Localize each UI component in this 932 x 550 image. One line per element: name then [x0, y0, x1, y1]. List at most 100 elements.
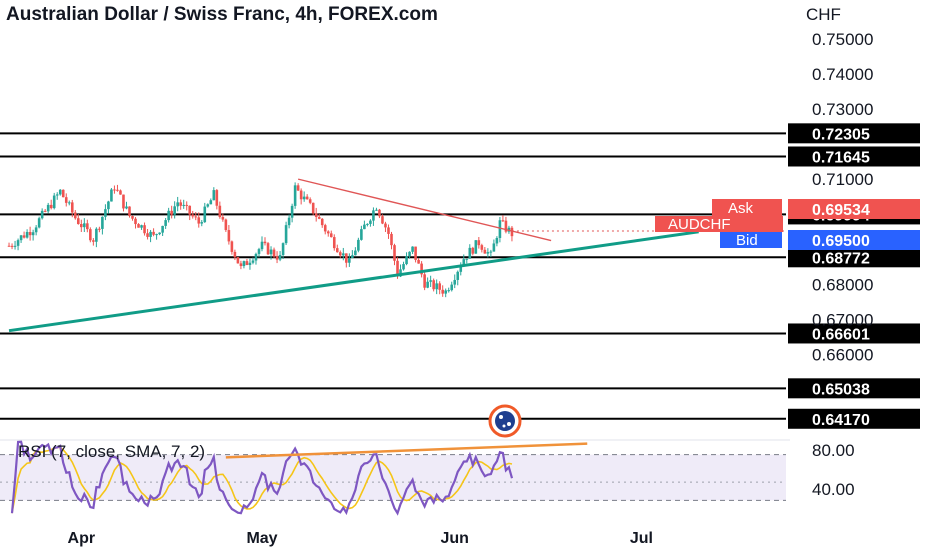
candle-body [182, 204, 186, 206]
candle-body [80, 223, 83, 228]
candle-body [308, 199, 312, 203]
candle-body [58, 189, 62, 195]
candle-body [179, 202, 182, 206]
ask-price: 0.69534 [812, 202, 870, 219]
candle-body [83, 223, 86, 228]
candle-body [161, 225, 164, 233]
candle-body [501, 220, 505, 222]
level-tag-0.68772 [788, 247, 920, 268]
candle-body [441, 289, 444, 294]
candle-body [173, 206, 176, 215]
candle-body [46, 204, 50, 212]
candle-body [67, 202, 71, 204]
australia-flag-event-icon[interactable] [488, 404, 522, 438]
candle-body [260, 241, 264, 250]
bid-label: Bid [736, 232, 758, 249]
candle-body [7, 245, 11, 247]
candle-body [61, 189, 65, 198]
candle-body [28, 231, 32, 236]
candle-body [43, 210, 47, 212]
currency-label: CHF [806, 5, 841, 24]
candle-body [332, 237, 336, 249]
candle-body [209, 200, 213, 205]
candle-body [495, 237, 499, 244]
candle-body [233, 251, 237, 258]
candle-body [16, 240, 20, 246]
bid-price-tag: 0.69500 [788, 230, 920, 250]
candle-body [275, 256, 279, 260]
level-tag-0.65038 [788, 378, 920, 399]
candle-body [366, 223, 369, 225]
trendline-support [8, 230, 699, 333]
candle-body [417, 259, 420, 264]
level-tag-0.64170 [788, 408, 920, 429]
candle-body [185, 204, 189, 206]
candle-body [387, 227, 390, 234]
candle-body [486, 252, 490, 254]
candle-body [357, 239, 360, 251]
level-price-0.72305: 0.72305 [812, 126, 870, 143]
candle-body [113, 189, 116, 191]
candle-body [363, 224, 366, 230]
candle-body [31, 232, 35, 236]
candle-body [293, 185, 297, 206]
candle-body [314, 213, 318, 217]
candle-body [73, 212, 77, 219]
candle-body [272, 249, 276, 257]
candle-body [320, 218, 324, 226]
level-tag-0.72305 [788, 123, 920, 144]
candle-body [414, 246, 417, 260]
candle-body [296, 185, 300, 191]
trendline-descending [297, 178, 552, 242]
candle-body [76, 218, 80, 224]
candle-body [167, 210, 170, 221]
candle-body [299, 190, 303, 200]
rsi-line [10, 440, 514, 516]
candle-body [34, 227, 38, 233]
y-tick-0.73000: 0.73000 [812, 100, 873, 119]
candle-body [335, 248, 339, 253]
candle-body [101, 216, 104, 229]
candle-body [369, 220, 372, 224]
candle-body [393, 245, 396, 261]
candle-body [278, 255, 282, 260]
candle-body [384, 223, 387, 228]
candle-body [200, 222, 204, 224]
candle-body [468, 247, 472, 259]
candle-body [408, 251, 411, 257]
candle-body [390, 233, 393, 246]
candle-body [465, 258, 469, 260]
candle-body [86, 223, 89, 230]
candle-body [504, 220, 508, 232]
candle-body [257, 249, 261, 254]
candle-body [104, 209, 107, 217]
candle-body [176, 202, 179, 207]
candle-body [224, 219, 228, 231]
candlesticks [7, 182, 514, 298]
candle-body [429, 280, 432, 282]
candle-body [459, 266, 463, 272]
candle-body [197, 217, 201, 224]
chart-title: Australian Dollar / Swiss Franc, 4h, FOR… [6, 4, 438, 25]
candle-body [254, 253, 258, 261]
month-Jul: Jul [630, 530, 653, 547]
candle-body [474, 240, 478, 254]
level-price-0.65038: 0.65038 [812, 381, 870, 398]
candle-body [22, 235, 26, 238]
candle-body [119, 190, 122, 195]
candle-body [227, 230, 231, 242]
candle-body [206, 204, 210, 207]
candle-body [345, 253, 348, 263]
candle-body [435, 283, 438, 290]
candle-body [381, 216, 384, 224]
candle-body [149, 231, 152, 237]
candle-body [131, 216, 134, 219]
month-Apr: Apr [68, 530, 96, 547]
candle-body [290, 205, 294, 218]
level-price-0.71645: 0.71645 [812, 149, 870, 166]
candle-body [98, 228, 101, 230]
candle-body [89, 229, 92, 241]
bid-tag: Bid [720, 232, 782, 249]
candle-body [92, 240, 95, 242]
